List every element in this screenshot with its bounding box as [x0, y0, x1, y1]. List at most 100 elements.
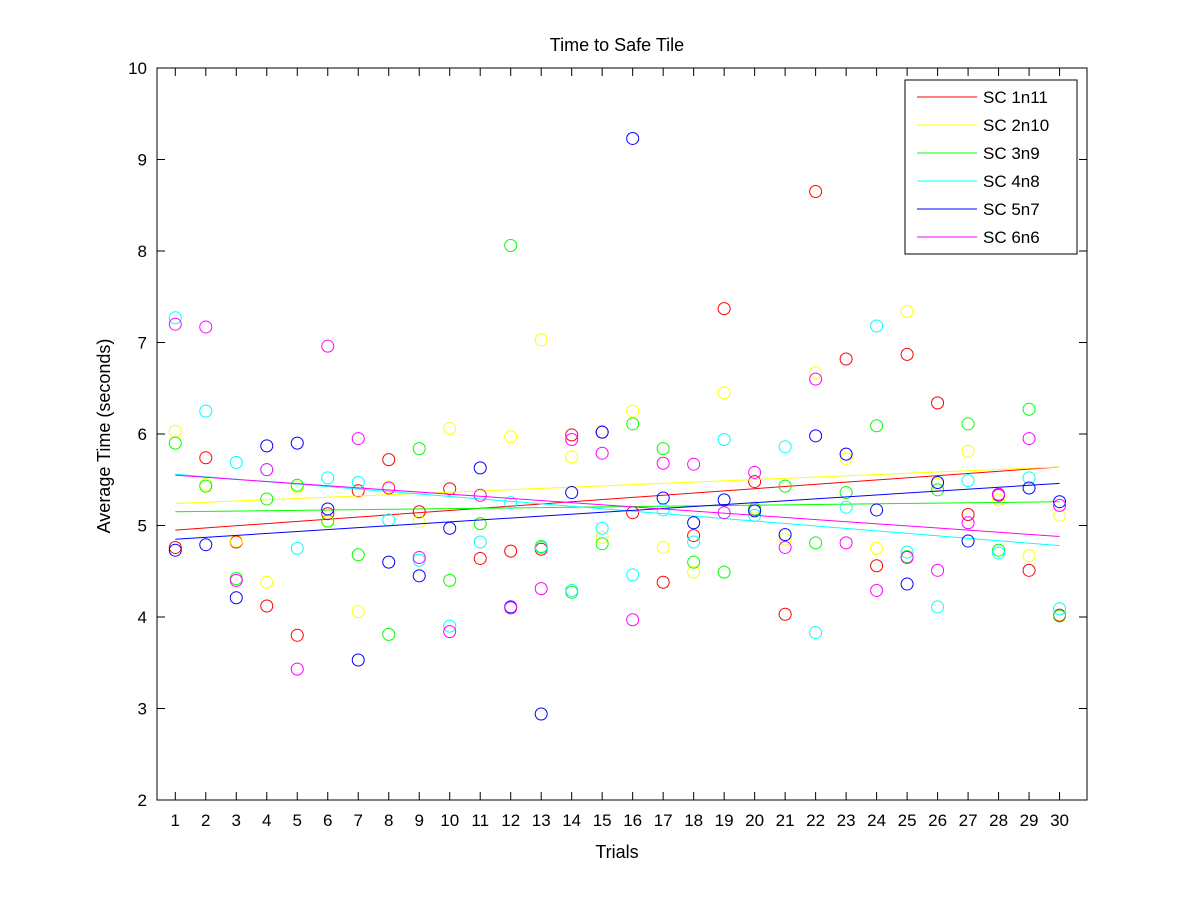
data-point-sc-6n6	[717, 506, 731, 520]
y-tick-label: 2	[138, 791, 147, 810]
data-point-sc-2n10	[809, 366, 823, 380]
series-sc-4n8	[168, 311, 1067, 640]
data-point-sc-2n10	[778, 532, 792, 546]
data-point-sc-6n6	[443, 625, 457, 639]
data-point-sc-6n6	[351, 432, 365, 446]
data-point-sc-1n11	[870, 559, 884, 573]
data-point-sc-6n6	[382, 481, 396, 495]
data-point-sc-1n11	[351, 484, 365, 498]
data-point-sc-4n8	[870, 319, 884, 333]
data-point-sc-5n7	[199, 538, 213, 552]
data-point-sc-6n6	[290, 662, 304, 676]
y-tick-label: 10	[128, 59, 147, 78]
data-point-sc-4n8	[290, 541, 304, 555]
data-point-sc-4n8	[504, 496, 518, 510]
data-point-sc-6n6	[1053, 498, 1067, 512]
data-point-sc-3n9	[504, 239, 518, 253]
data-point-sc-1n11	[656, 575, 670, 589]
data-point-sc-6n6	[199, 320, 213, 334]
series-sc-1n11	[168, 185, 1067, 642]
data-point-sc-5n7	[961, 534, 975, 548]
x-tick-label: 26	[928, 811, 947, 830]
data-point-sc-3n9	[168, 436, 182, 450]
data-point-sc-6n6	[168, 317, 182, 331]
legend-label-sc-1n11: SC 1n11	[983, 88, 1048, 107]
x-tick-label: 27	[959, 811, 978, 830]
data-point-sc-3n9	[1022, 402, 1036, 416]
data-point-sc-5n7	[321, 502, 335, 516]
x-tick-label: 3	[232, 811, 241, 830]
data-point-sc-1n11	[473, 551, 487, 565]
data-point-sc-1n11	[565, 428, 579, 442]
series-sc-3n9	[168, 239, 1067, 641]
data-point-sc-4n8	[626, 568, 640, 582]
data-point-sc-3n9	[626, 417, 640, 431]
data-point-sc-6n6	[565, 432, 579, 446]
data-point-sc-5n7	[168, 543, 182, 557]
y-tick-label: 4	[138, 608, 147, 627]
data-point-sc-6n6	[534, 582, 548, 596]
y-tick-label: 3	[138, 700, 147, 719]
x-tick-label: 19	[715, 811, 734, 830]
data-point-sc-5n7	[443, 521, 457, 535]
data-point-sc-6n6	[321, 339, 335, 353]
data-point-sc-2n10	[351, 605, 365, 619]
data-point-sc-6n6	[900, 551, 914, 565]
data-point-sc-1n11	[778, 607, 792, 621]
x-tick-label: 21	[776, 811, 795, 830]
data-point-sc-4n8	[443, 619, 457, 633]
data-point-sc-5n7	[778, 528, 792, 542]
legend-label-sc-2n10: SC 2n10	[983, 116, 1049, 135]
x-tick-label: 17	[654, 811, 673, 830]
data-point-sc-1n11	[626, 506, 640, 520]
trend-line-sc-6n6	[175, 474, 1060, 537]
data-point-sc-3n9	[809, 536, 823, 550]
data-point-sc-2n10	[992, 493, 1006, 507]
data-point-sc-6n6	[595, 446, 609, 460]
y-axis-label: Average Time (seconds)	[94, 339, 114, 534]
data-point-sc-5n7	[565, 486, 579, 500]
legend-label-sc-4n8: SC 4n8	[983, 172, 1040, 191]
data-point-sc-2n10	[321, 515, 335, 529]
trend-line-sc-4n8	[175, 473, 1060, 547]
data-point-sc-1n11	[321, 507, 335, 521]
x-tick-label: 1	[171, 811, 180, 830]
data-point-sc-5n7	[931, 475, 945, 489]
data-point-sc-2n10	[839, 452, 853, 466]
x-tick-label: 12	[501, 811, 520, 830]
x-tick-label: 8	[384, 811, 393, 830]
data-point-sc-6n6	[778, 540, 792, 554]
data-point-sc-5n7	[809, 429, 823, 443]
data-point-sc-5n7	[595, 425, 609, 439]
trend-line-sc-2n10	[175, 466, 1060, 505]
data-point-sc-2n10	[595, 530, 609, 544]
data-point-sc-4n8	[229, 455, 243, 469]
data-point-sc-5n7	[1053, 495, 1067, 509]
x-tick-label: 6	[323, 811, 332, 830]
data-point-sc-6n6	[626, 613, 640, 627]
data-point-sc-6n6	[961, 516, 975, 530]
y-tick-label: 5	[138, 517, 147, 536]
data-point-sc-5n7	[351, 653, 365, 667]
data-point-sc-3n9	[412, 442, 426, 456]
data-point-sc-4n8	[168, 311, 182, 325]
data-point-sc-2n10	[504, 430, 518, 444]
data-point-sc-5n7	[1022, 481, 1036, 495]
data-point-sc-3n9	[595, 537, 609, 551]
x-tick-label: 14	[562, 811, 581, 830]
x-tick-label: 7	[354, 811, 363, 830]
data-point-sc-6n6	[504, 601, 518, 615]
x-tick-label: 28	[989, 811, 1008, 830]
series-sc-2n10	[168, 304, 1067, 619]
data-point-sc-3n9	[931, 483, 945, 497]
data-point-sc-2n10	[260, 575, 274, 589]
data-point-sc-2n10	[1022, 549, 1036, 563]
data-point-sc-3n9	[778, 479, 792, 493]
data-point-sc-4n8	[1053, 602, 1067, 616]
x-tick-label: 16	[623, 811, 642, 830]
data-point-sc-5n7	[656, 491, 670, 505]
data-point-sc-6n6	[1022, 432, 1036, 446]
data-point-sc-3n9	[473, 517, 487, 531]
data-point-sc-6n6	[687, 457, 701, 471]
